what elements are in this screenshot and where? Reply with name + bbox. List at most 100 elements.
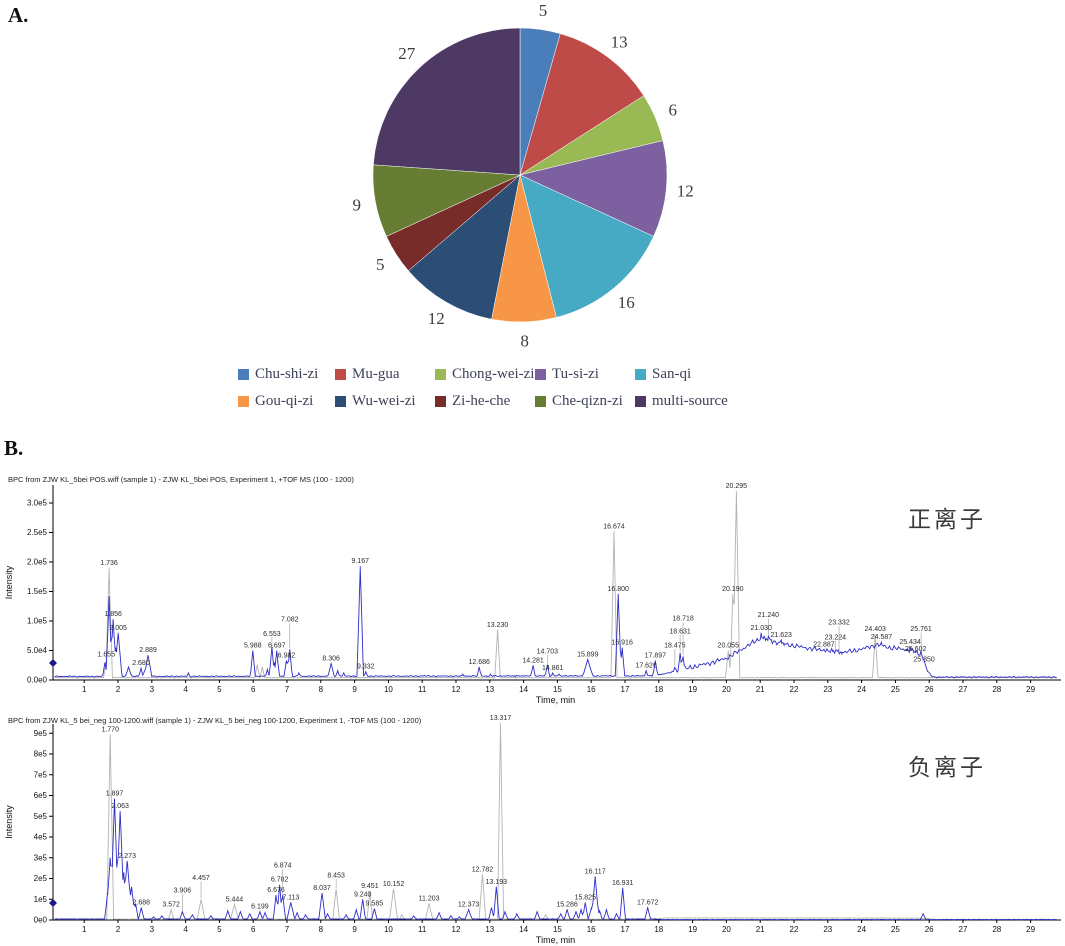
x-tick-label: 13 [485,685,494,694]
x-tick-label: 10 [384,685,393,694]
peak-label: 6.874 [274,863,292,870]
legend-swatch-icon [238,368,249,380]
peak-label: 25.761 [910,626,932,633]
trace-marker-icon [49,659,57,667]
peak-label: 9.240 [354,891,372,898]
peak-label: 2.688 [132,900,150,907]
pie-value-label: 6 [668,100,677,119]
peak-label: 21.030 [751,625,773,632]
x-tick-label: 23 [823,925,832,934]
peak-label: 20.190 [722,586,744,593]
legend-label: Che-qizn-zi [552,392,623,409]
x-tick-label: 24 [857,685,866,694]
peak-label: 21.623 [771,632,793,639]
legend-item: Zi-he-che [435,393,535,410]
legend-label: Gou-qi-zi [255,392,314,409]
legend-label: Chong-wei-zi [452,365,535,382]
peak-label: 3.572 [162,902,180,909]
x-tick-label: 4 [183,925,188,934]
peak-label: 1.770 [101,726,119,733]
legend-swatch-icon [435,368,446,380]
peak-label: 21.240 [758,612,780,619]
legend-item: Chong-wei-zi [435,366,535,383]
y-tick-label: 4e5 [34,833,48,842]
peak-label: 25.602 [905,646,927,653]
peak-label: 23.332 [828,620,850,627]
peak-label: 6.553 [263,631,281,638]
positive-ion-label: 正离子 [908,507,986,532]
pie-chart: 5 13 6 12 16 8 12 5 9 27 [352,1,693,350]
peak-label: 12.686 [468,659,490,666]
x-tick-label: 4 [183,685,188,694]
x-tick-label: 24 [857,925,866,934]
chromatogram-title: BPC from ZJW KL_5 bei_neg 100-1200.wiff … [8,716,422,725]
x-tick-label: 28 [992,685,1001,694]
x-tick-label: 1 [82,685,87,694]
peak-label: 1.897 [106,791,124,798]
x-tick-label: 8 [319,685,324,694]
legend-item: Chu-shi-zi [238,366,335,383]
legend-item: San-qi [635,366,795,383]
x-tick-label: 26 [925,925,934,934]
legend-swatch-icon [435,395,446,407]
legend-swatch-icon [238,395,249,407]
y-tick-label: 5.0e4 [27,646,48,655]
y-tick-label: 2.5e5 [27,528,48,537]
x-tick-label: 3 [150,925,155,934]
x-tick-label: 21 [756,925,765,934]
x-tick-label: 20 [722,685,731,694]
peak-label: 12.782 [472,866,494,873]
pie-value-label: 27 [398,44,416,63]
peak-label: 2.273 [118,853,136,860]
y-tick-label: 5e5 [34,812,48,821]
peak-label: 24.587 [871,634,893,641]
pie-value-label: 16 [618,293,635,312]
peak-label: 15.286 [556,902,578,909]
x-tick-label: 14 [519,925,528,934]
negative-ion-label: 负离子 [908,755,986,780]
peak-label: 2.889 [139,647,157,654]
peak-label: 9.585 [366,901,384,908]
peak-label: 5.988 [244,643,262,650]
x-tick-label: 28 [992,925,1001,934]
pie-value-label: 5 [376,255,385,274]
x-tick-label: 25 [891,685,900,694]
peak-label: 6.199 [251,904,269,911]
x-tick-label: 19 [688,685,697,694]
x-tick-label: 3 [150,685,155,694]
x-tick-label: 19 [688,925,697,934]
legend-swatch-icon [535,395,546,407]
peak-label: 9.167 [351,558,369,565]
legend-item: Che-qizn-zi [535,393,635,410]
peak-label: 2.005 [109,625,127,632]
legend-label: Mu-gua [352,365,400,382]
peak-label: 14.861 [542,665,564,672]
peak-label: 18.631 [669,628,691,635]
peak-label: 22.887 [813,641,835,648]
legend-item: Wu-wei-zi [335,393,435,410]
x-tick-label: 7 [285,925,290,934]
x-tick-label: 11 [418,685,427,694]
x-tick-label: 12 [452,925,461,934]
peak-label: 20.295 [726,483,748,490]
x-tick-label: 5 [217,925,222,934]
x-tick-label: 27 [959,925,968,934]
legend-label: Tu-si-zi [552,365,599,382]
main-trace [54,566,1057,679]
x-tick-label: 1 [82,925,87,934]
y-tick-label: 2e5 [34,874,48,883]
peak-label: 15.825 [575,894,597,901]
legend-label: San-qi [652,365,692,382]
trace-marker-icon [49,899,57,907]
legend-item: Tu-si-zi [535,366,635,383]
y-tick-label: 6e5 [34,791,48,800]
pie-value-label: 13 [611,32,628,51]
x-tick-label: 22 [790,925,799,934]
x-tick-label: 18 [654,685,663,694]
peak-label: 17.626 [635,663,657,670]
x-tick-label: 26 [925,685,934,694]
peak-label: 20.055 [718,643,740,650]
peak-label: 6.782 [271,877,289,884]
legend-label: Chu-shi-zi [255,365,319,382]
